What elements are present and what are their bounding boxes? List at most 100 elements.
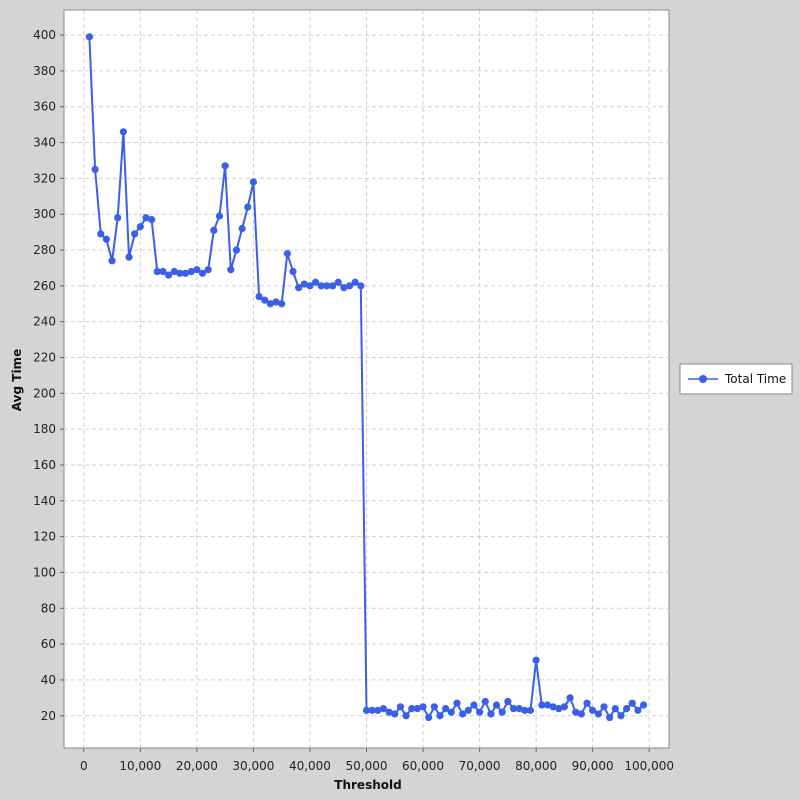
data-point xyxy=(102,235,111,243)
data-point xyxy=(487,710,495,718)
data-point xyxy=(589,706,597,714)
y-tick-label: 100 xyxy=(33,565,56,579)
data-point xyxy=(142,214,150,222)
data-point xyxy=(572,708,580,716)
x-tick-label: 30,000 xyxy=(232,759,274,773)
y-tick-label: 120 xyxy=(33,530,56,544)
x-tick-label: 60,000 xyxy=(402,759,444,773)
data-point xyxy=(306,282,314,290)
x-axis: 0 10,000 20,000 30,000 40,000 50,000 60,000 70,… xyxy=(80,748,674,773)
y-tick-label: 160 xyxy=(33,458,56,472)
y-tick-label: 320 xyxy=(33,171,56,185)
data-point xyxy=(255,293,263,301)
data-point xyxy=(521,706,529,714)
data-point xyxy=(153,267,161,276)
legend-marker-icon xyxy=(699,375,707,383)
data-point xyxy=(198,269,207,277)
data-point xyxy=(374,706,382,714)
x-tick-label: 40,000 xyxy=(289,759,331,773)
data-point xyxy=(340,284,348,292)
data-point xyxy=(628,699,636,707)
data-point xyxy=(283,250,291,258)
data-point xyxy=(187,267,195,276)
data-point xyxy=(368,706,376,714)
data-point xyxy=(108,257,116,265)
y-tick-label: 200 xyxy=(33,386,56,400)
data-point xyxy=(594,710,602,718)
data-point xyxy=(165,271,173,279)
data-point xyxy=(97,230,105,238)
data-point xyxy=(227,266,235,274)
y-axis-title: Avg Time xyxy=(10,349,24,411)
data-point xyxy=(430,703,438,711)
data-point xyxy=(436,712,444,720)
data-point xyxy=(131,230,139,238)
data-point xyxy=(538,701,546,709)
data-point xyxy=(334,278,342,286)
data-point xyxy=(634,706,642,714)
data-point xyxy=(532,656,540,664)
data-point xyxy=(278,300,286,308)
data-point xyxy=(470,701,478,709)
grid xyxy=(64,10,669,748)
data-point xyxy=(362,706,371,714)
data-point xyxy=(357,282,365,290)
x-tick-label: 10,000 xyxy=(119,759,161,773)
data-point xyxy=(622,704,631,713)
data-point xyxy=(442,704,450,713)
data-point xyxy=(515,704,523,713)
data-point xyxy=(312,278,320,286)
y-tick-label: 280 xyxy=(33,243,56,257)
data-point xyxy=(204,266,212,274)
legend-box xyxy=(679,363,793,395)
data-point xyxy=(317,282,325,290)
data-point xyxy=(492,701,501,709)
data-point xyxy=(238,224,246,233)
data-point xyxy=(289,267,297,276)
data-point xyxy=(148,215,156,224)
data-point xyxy=(232,246,241,254)
data-point xyxy=(413,704,421,713)
data-point xyxy=(453,699,461,707)
data-point xyxy=(509,704,518,713)
data-point xyxy=(193,266,201,274)
data-point xyxy=(498,708,506,716)
data-point xyxy=(125,253,133,261)
y-tick-label: 260 xyxy=(33,279,56,293)
data-point xyxy=(266,300,274,308)
data-point xyxy=(385,708,393,716)
data-point xyxy=(210,226,218,234)
y-tick-label: 300 xyxy=(33,207,56,221)
data-point xyxy=(504,697,512,706)
data-point xyxy=(606,713,614,722)
y-axis: 20 40 60 80 100 120 140 160 180 200 220 240 260 280 30… xyxy=(33,28,64,723)
data-point xyxy=(244,203,252,211)
y-tick-label: 220 xyxy=(33,351,56,365)
series-total-time xyxy=(85,33,648,722)
data-point xyxy=(261,296,269,304)
x-tick-label: 90,000 xyxy=(572,759,614,773)
data-point xyxy=(176,269,184,277)
y-tick-label: 20 xyxy=(41,709,56,723)
data-point xyxy=(408,704,416,713)
y-tick-label: 40 xyxy=(41,673,56,687)
data-point xyxy=(543,701,552,709)
data-point xyxy=(526,706,535,714)
data-point xyxy=(419,703,427,711)
y-tick-label: 140 xyxy=(33,494,56,508)
data-point xyxy=(560,703,568,711)
data-point xyxy=(459,710,467,718)
data-point xyxy=(300,280,308,288)
data-point xyxy=(114,214,122,222)
data-point xyxy=(136,223,144,231)
data-point xyxy=(600,703,608,711)
data-point xyxy=(323,282,331,290)
legend: Total Time xyxy=(679,363,793,395)
data-point xyxy=(345,282,354,290)
data-point xyxy=(181,269,190,277)
y-tick-label: 80 xyxy=(41,601,56,615)
data-point xyxy=(249,178,258,186)
data-point xyxy=(159,267,167,276)
data-point xyxy=(351,278,359,286)
